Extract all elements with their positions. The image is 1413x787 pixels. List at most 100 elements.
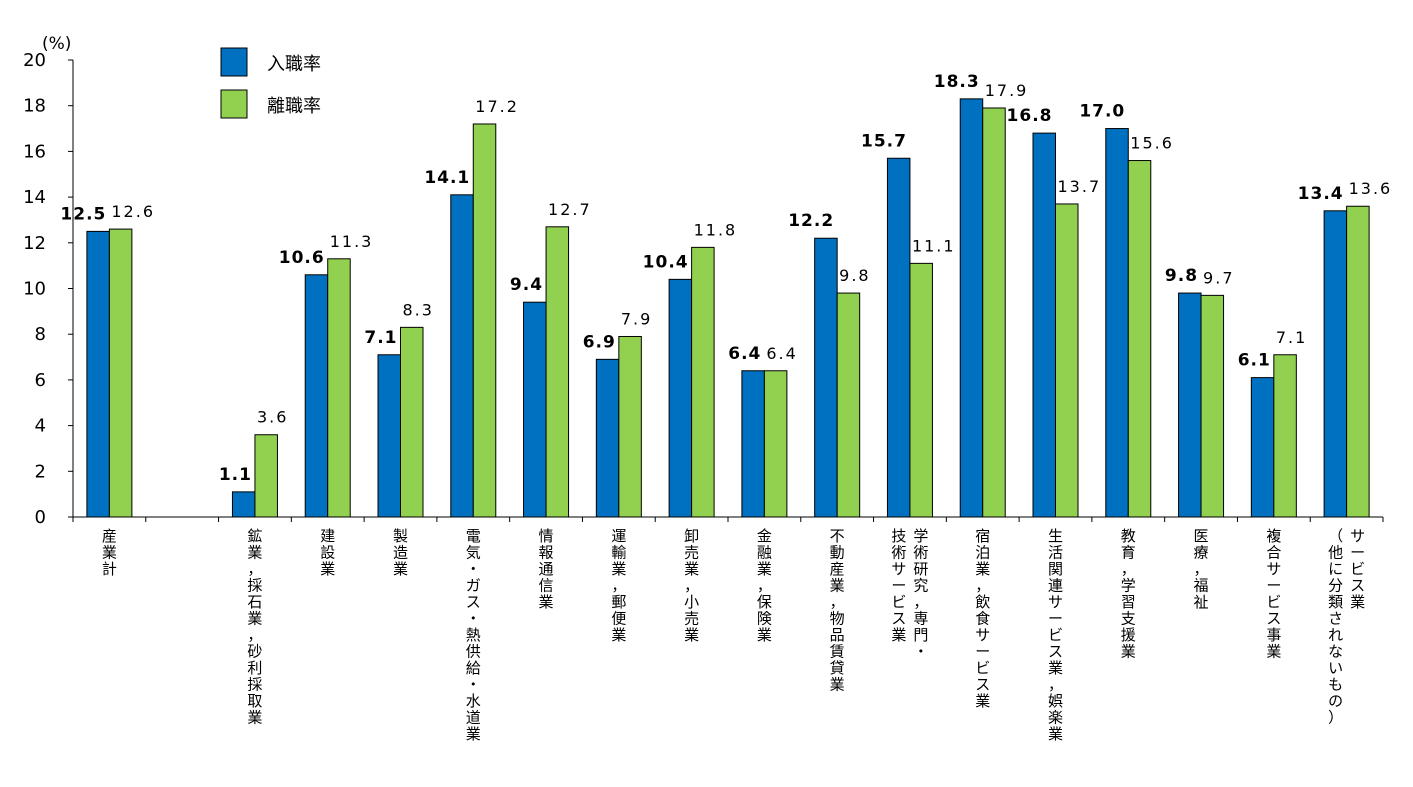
category-label-char: 保: [757, 593, 772, 611]
category-label-char: 動: [830, 544, 845, 562]
category-label-char: ビ: [975, 659, 990, 677]
bar-separation-rate: [691, 246, 715, 518]
value-label-separation: 15.6: [1130, 134, 1174, 153]
category-label-char: 業: [684, 560, 699, 578]
category-label-char: 賃: [830, 643, 845, 661]
category-label-char: 売: [684, 544, 699, 562]
category-label-char: 卸: [684, 527, 699, 545]
category-label-char: 業: [539, 593, 554, 611]
value-label-separation: 17.9: [985, 81, 1029, 100]
y-tick-label: 14: [23, 187, 46, 208]
category-label-char: 建: [320, 527, 335, 545]
category-label-char: サ: [1350, 527, 1365, 545]
category-label-char: 通: [539, 560, 554, 578]
category-label-char: ス: [1350, 577, 1365, 595]
category-label-char: 信: [539, 577, 554, 595]
category-label-char: ，: [611, 577, 626, 595]
category-label-char: 品: [830, 626, 845, 644]
category-label-char: 専: [913, 610, 928, 628]
value-label-hiring: 12.2: [788, 211, 834, 231]
category-label-char: 砂: [247, 643, 262, 661]
value-label-separation: 7.9: [621, 309, 652, 328]
category-label-char: 技: [891, 527, 906, 545]
category-label-char: ）: [1328, 709, 1343, 727]
bar-hiring-rate: [814, 237, 838, 518]
category-label-char: 業: [975, 692, 990, 710]
category-label-char: 業: [1121, 643, 1136, 661]
bar-separation-rate: [1127, 160, 1152, 518]
category-label-char: （: [1328, 527, 1343, 545]
bar-hiring-rate: [231, 491, 256, 518]
category-label-char: 関: [1048, 560, 1063, 578]
category-label-char: 道: [466, 709, 481, 727]
category-label: 産業計: [102, 527, 117, 578]
category-label-char: 給: [466, 659, 481, 677]
category-label: 卸売業，小売業: [684, 527, 699, 644]
category-label-char: ス: [466, 593, 481, 611]
category-label-char: ，: [1121, 560, 1136, 578]
category-label-char: 業: [393, 560, 408, 578]
category-label-char: 学: [1121, 577, 1136, 595]
category-label-char: 業: [1350, 593, 1365, 611]
bar-hiring-rate: [741, 370, 765, 518]
category-label: 金融業，保険業: [757, 527, 772, 644]
category-label: 運輸業，郵便業: [611, 527, 626, 644]
category-label: 電気・ガス・熱供給・水道業: [466, 527, 481, 743]
category-label-char: ー: [891, 577, 906, 595]
value-label-separation: 3.6: [257, 408, 288, 427]
category-label-char: ，: [757, 577, 772, 595]
category-label-char: 売: [684, 610, 699, 628]
value-label-hiring: 18.3: [934, 72, 980, 92]
y-tick-label: 10: [23, 279, 46, 300]
category-label-char: ・: [913, 643, 928, 661]
category-label-char: 究: [913, 577, 928, 595]
value-label-separation: 17.2: [475, 97, 519, 116]
bar-hiring-rate: [595, 358, 620, 518]
bar-separation-rate: [1200, 294, 1225, 518]
value-label-separation: 13.7: [1058, 177, 1102, 196]
y-tick-label: 4: [35, 416, 46, 437]
category-label-char: ビ: [1350, 560, 1365, 578]
category-label-char: 業: [757, 560, 772, 578]
category-label-char: 研: [913, 560, 928, 578]
category-label-char: ，: [247, 560, 262, 578]
category-label-char: 石: [247, 593, 262, 611]
bar-hiring-rate: [523, 301, 547, 518]
category-label-char: い: [1328, 659, 1343, 677]
category-label-char: 業: [1266, 643, 1281, 661]
category-label-char: ビ: [1048, 626, 1063, 644]
bar-separation-rate: [909, 262, 933, 518]
category-label-char: 金: [757, 527, 772, 545]
category-label-char: 業: [320, 560, 335, 578]
category-label-char: 業: [247, 709, 262, 727]
category-label-char: 術: [913, 544, 928, 562]
bar-hiring-rate: [1105, 128, 1129, 518]
category-label-char: 運: [611, 527, 626, 545]
category-label-char: ー: [1048, 610, 1063, 628]
category-label-char: 業: [466, 725, 481, 743]
category-label-char: ガ: [466, 577, 481, 595]
category-label-char: 物: [830, 610, 845, 628]
category-label-char: 分: [1328, 577, 1343, 595]
value-label-separation: 11.3: [330, 232, 374, 251]
category-label-char: ，: [247, 626, 262, 644]
category-label-char: 鉱: [247, 527, 262, 545]
category-label-char: ス: [891, 610, 906, 628]
legend-swatch: [220, 89, 248, 119]
y-tick-label: 20: [23, 50, 46, 71]
category-label-char: 他: [1328, 544, 1343, 562]
category-label-char: な: [1328, 643, 1343, 661]
category-label-char: 業: [1048, 725, 1063, 743]
category-label-char: ，: [830, 593, 845, 611]
value-label-separation: 7.1: [1276, 328, 1307, 347]
category-label-char: 宿: [975, 527, 990, 545]
category-label-char: 気: [466, 544, 481, 562]
category-label-char: 製: [393, 527, 408, 545]
bar-separation-rate: [763, 370, 788, 518]
chart-bars: [86, 98, 1370, 518]
category-label-char: 業: [611, 626, 626, 644]
category-label-char: 連: [1048, 577, 1063, 595]
